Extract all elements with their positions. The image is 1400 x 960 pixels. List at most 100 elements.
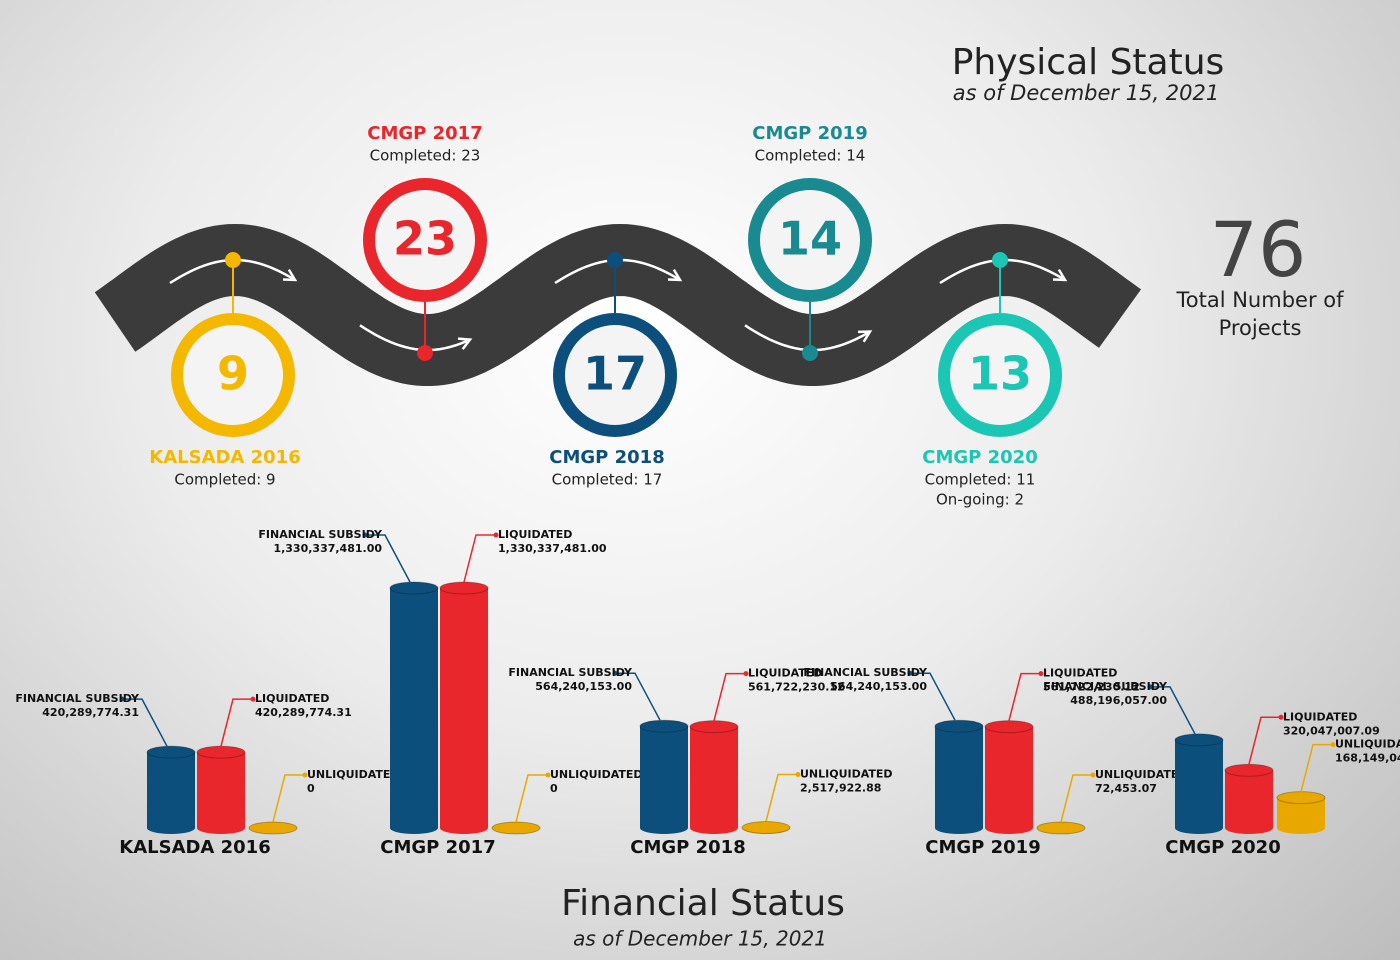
value-label: 0: [550, 782, 558, 795]
series-name: FINANCIAL SUBSIDY: [1043, 680, 1168, 693]
arrow-head: [1052, 268, 1068, 282]
pin-dot: [225, 252, 241, 268]
arrow-head: [667, 268, 683, 282]
cylinder-top: [439, 581, 489, 595]
leader-dot: [362, 532, 368, 538]
leader: [515, 774, 548, 823]
cylinder-base: [985, 822, 1033, 834]
project-count: 13: [968, 347, 1032, 401]
pin-dot: [802, 345, 818, 361]
cylinder-body: [640, 726, 688, 828]
cylinder-top: [491, 821, 541, 835]
category-label: CMGP 2017: [380, 837, 495, 858]
cylinder-top: [1276, 791, 1326, 805]
leader: [1300, 743, 1333, 792]
financial-title: Financial Status: [561, 883, 845, 924]
cylinder-top: [639, 719, 689, 733]
value-label: 420,289,774.31: [255, 706, 352, 719]
cylinder-base: [1277, 822, 1325, 834]
project-name: CMGP 2017: [367, 123, 482, 144]
cylinder-body: [147, 752, 195, 828]
leader-dot: [795, 772, 801, 778]
leader-dot: [1278, 714, 1284, 720]
leader: [615, 672, 661, 721]
cylinder-base: [1225, 822, 1273, 834]
leader-dot: [743, 671, 749, 677]
project-count: 17: [583, 347, 647, 401]
leader-dot: [1090, 772, 1096, 778]
pin-dot: [417, 345, 433, 361]
leader-dot: [119, 696, 125, 702]
project-count: 14: [778, 212, 842, 266]
series-name: FINANCIAL SUBSIDY: [258, 528, 383, 541]
cylinder-top: [934, 719, 984, 733]
physical-title: Physical Status: [952, 42, 1225, 83]
arrow-head: [282, 268, 298, 282]
project-detail: On-going: 2: [936, 491, 1024, 509]
road-arrow: [359, 324, 471, 352]
arrow-head: [457, 337, 473, 350]
series-name: FINANCIAL SUBSIDY: [803, 666, 928, 679]
cylinder-body: [197, 752, 245, 828]
value-label: 564,240,153.00: [830, 680, 927, 693]
leader-dot: [250, 696, 256, 702]
cylinder-base: [1175, 822, 1223, 834]
cylinder-top: [1036, 821, 1086, 835]
cylinder-body: [390, 588, 438, 828]
cylinder-top: [248, 821, 298, 835]
cylinder-body: [440, 588, 488, 828]
value-label: 420,289,774.31: [42, 706, 139, 719]
project-detail: Completed: 11: [925, 471, 1036, 489]
cylinder-top: [146, 745, 196, 759]
cylinder-body: [690, 726, 738, 828]
leader-dot: [302, 772, 308, 778]
series-name: UNLIQUIDATED: [307, 768, 400, 781]
series-name: UNLIQUIDATED: [550, 768, 643, 781]
value-label: 168,149,049.91: [1335, 752, 1400, 765]
leader-dot: [1330, 742, 1336, 748]
project-detail: Completed: 14: [755, 147, 866, 165]
total-label: Total Number of Projects: [1176, 288, 1344, 340]
leader: [272, 774, 305, 823]
cylinder-base: [197, 822, 245, 834]
cylinder-body: [985, 726, 1033, 828]
cylinder-top: [389, 581, 439, 595]
cylinder-base: [390, 822, 438, 834]
leader-dot: [612, 670, 618, 676]
category-label: CMGP 2018: [630, 837, 745, 858]
series-name: FINANCIAL SUBSIDY: [508, 666, 633, 679]
leader: [122, 698, 168, 747]
cylinder-body: [1175, 739, 1223, 828]
leader-dot: [493, 532, 499, 538]
physical-subtitle: as of December 15, 2021: [953, 81, 1220, 105]
cylinder-body: [935, 726, 983, 828]
count-face: [950, 325, 1050, 425]
leader: [220, 698, 253, 747]
category-label: KALSADA 2016: [119, 837, 270, 858]
leader: [463, 534, 496, 583]
pin-dot: [607, 252, 623, 268]
value-label: 1,330,337,481.00: [273, 542, 382, 555]
series-name: LIQUIDATED: [1043, 667, 1117, 680]
project-name: CMGP 2019: [752, 123, 867, 144]
total-count: 76: [1210, 205, 1307, 294]
leader: [1008, 672, 1041, 721]
value-label: 320,047,007.09: [1283, 724, 1380, 737]
project-detail: Completed: 9: [174, 471, 275, 489]
leader: [1248, 716, 1281, 765]
count-face: [183, 325, 283, 425]
project-name: KALSADA 2016: [149, 447, 300, 468]
leader: [1150, 686, 1196, 735]
leader-dot: [907, 670, 913, 676]
leader-dot: [1147, 684, 1153, 690]
leader: [365, 534, 411, 583]
project-name: CMGP 2018: [549, 447, 664, 468]
count-face: [565, 325, 665, 425]
cylinder-top: [984, 720, 1034, 734]
cylinder-base: [147, 822, 195, 834]
cylinder-base: [640, 822, 688, 834]
value-label: 1,330,337,481.00: [498, 542, 607, 555]
series-name: FINANCIAL SUBSIDY: [15, 692, 140, 705]
